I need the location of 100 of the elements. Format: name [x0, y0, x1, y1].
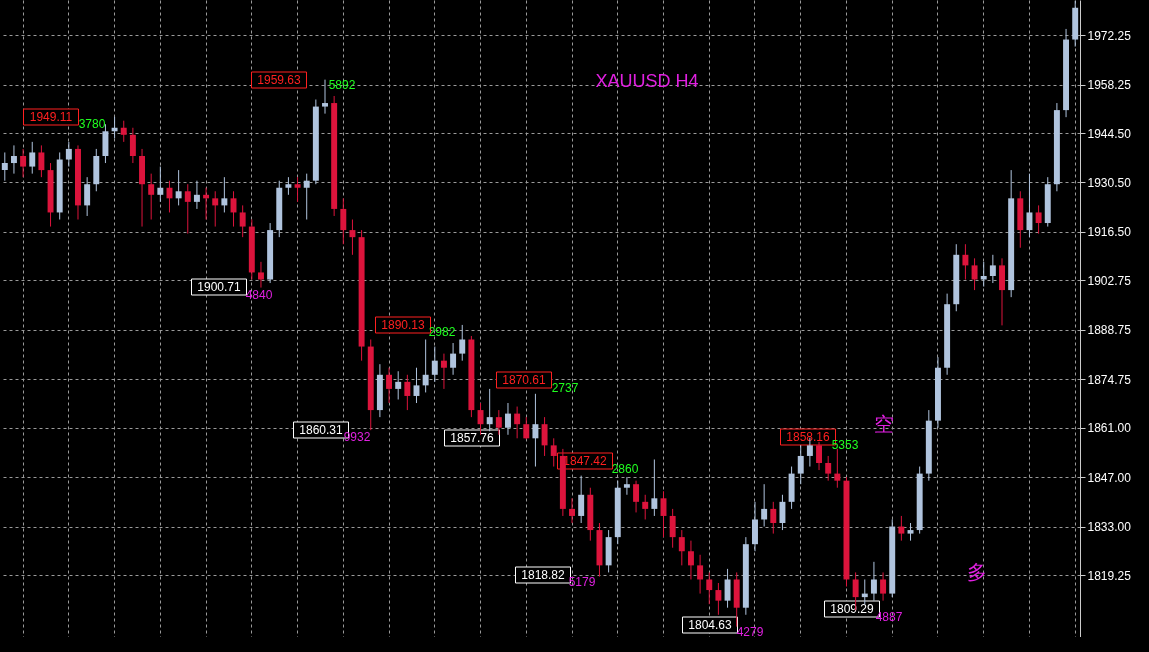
candlestick	[514, 406, 521, 439]
candlestick	[724, 568, 731, 609]
candlestick	[770, 501, 777, 535]
candlestick	[642, 494, 649, 520]
candlestick	[65, 141, 72, 168]
candlestick	[715, 582, 722, 616]
candlestick	[633, 480, 640, 513]
candlestick	[523, 416, 530, 440]
annotation: 1858.16	[786, 430, 831, 444]
annotation: 4279	[736, 625, 764, 639]
annotation: 1949.11	[29, 110, 73, 124]
candlestick	[294, 176, 301, 203]
candlestick	[129, 127, 136, 164]
candlestick	[84, 176, 91, 217]
candlestick	[962, 243, 969, 280]
y-tick-label: 1874.75	[1087, 372, 1132, 387]
candlestick	[532, 393, 539, 468]
candlestick	[349, 219, 356, 256]
annotation: 1959.63	[257, 73, 302, 87]
candlestick	[386, 367, 393, 404]
annotation: 4840	[245, 288, 273, 302]
candlestick	[505, 402, 511, 436]
annotation: 1870.61	[502, 373, 547, 387]
candlestick	[148, 173, 155, 221]
annotation: 5179	[568, 575, 596, 589]
candlestick	[440, 353, 447, 390]
y-tick-label: 1861.00	[1087, 421, 1132, 436]
candlestick	[340, 197, 347, 245]
candlestick	[1035, 204, 1042, 235]
y-tick-label: 1916.50	[1087, 225, 1132, 240]
candlestick	[486, 388, 493, 432]
y-tick-label: 1888.75	[1087, 323, 1132, 338]
candlestick	[687, 540, 694, 580]
y-tick-label: 1833.00	[1087, 520, 1132, 535]
candlestick	[175, 169, 182, 206]
candlestick	[450, 342, 457, 376]
candlestick	[797, 444, 804, 485]
candlestick	[898, 515, 905, 542]
candlestick	[10, 144, 17, 175]
candlestick	[495, 409, 502, 436]
y-tick-label: 1972.25	[1087, 28, 1132, 43]
candlestick	[880, 571, 887, 602]
candlestick	[1026, 173, 1033, 238]
candlestick	[303, 173, 310, 221]
y-tick-label: 1944.50	[1087, 126, 1132, 141]
candlestick	[816, 441, 823, 471]
annotation: 2860	[611, 462, 639, 476]
candlestick	[980, 261, 987, 288]
candlestick	[623, 476, 630, 496]
candlestick	[38, 144, 45, 178]
candlestick	[322, 79, 328, 115]
candlestick	[157, 166, 164, 203]
candlestick	[834, 448, 841, 489]
annotation: 1818.82	[521, 568, 566, 582]
candlestick	[706, 571, 713, 605]
annotation: 2737	[551, 381, 579, 395]
candlestick	[578, 475, 585, 524]
candlestick	[20, 148, 27, 178]
candlestick	[989, 254, 996, 284]
candlestick	[257, 261, 264, 289]
annotation: 5353	[831, 438, 859, 452]
candlestick	[971, 257, 978, 291]
y-tick-label: 1958.25	[1087, 78, 1132, 93]
candlestick	[669, 508, 676, 549]
candlestick	[678, 529, 685, 566]
candlestick	[569, 497, 575, 524]
candlestick	[212, 190, 219, 228]
annotation: 空	[874, 413, 894, 435]
candlestick	[404, 374, 411, 411]
candlestick	[120, 120, 127, 143]
annotation: 9932	[343, 430, 371, 444]
annotation: 1809.29	[830, 602, 875, 616]
candlestick	[193, 180, 200, 210]
candlestick	[825, 455, 832, 482]
candlestick	[870, 561, 877, 602]
y-tick-label: 1847.00	[1087, 470, 1132, 485]
annotation: XAUUSD H4	[595, 71, 699, 91]
candlestick	[431, 346, 438, 383]
candlestick	[184, 183, 191, 235]
candlestick	[1, 151, 8, 182]
annotation: 1860.31	[299, 423, 344, 437]
candlestick	[29, 141, 36, 175]
annotation: 1900.71	[197, 280, 242, 294]
candlestick	[239, 204, 246, 238]
candlestick	[651, 458, 658, 517]
candlestick	[395, 370, 402, 400]
annotation: 1857.76	[450, 431, 495, 445]
candlestick	[779, 494, 786, 531]
candlestick	[459, 324, 466, 362]
y-tick-label: 1902.75	[1087, 273, 1132, 288]
y-tick-label: 1930.50	[1087, 175, 1132, 190]
annotation: 1804.63	[688, 618, 733, 632]
annotation: 多	[967, 561, 987, 583]
candlestick	[541, 416, 548, 457]
candlestick	[761, 483, 768, 528]
candlestick	[422, 339, 429, 393]
candlestick	[221, 176, 228, 213]
annotation: 4887	[875, 610, 903, 624]
annotation: 1890.13	[381, 318, 426, 332]
annotation: 3780	[78, 117, 106, 131]
